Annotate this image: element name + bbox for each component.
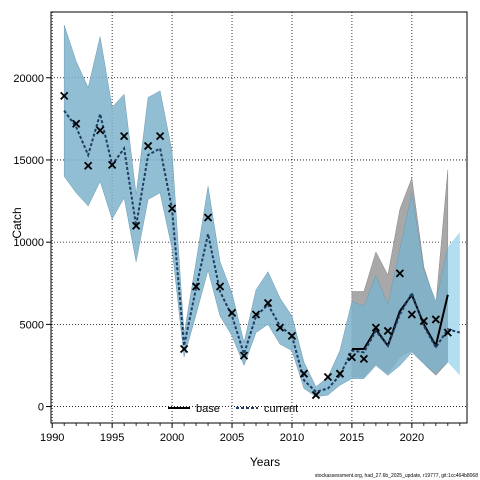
observed-point — [191, 282, 201, 291]
observed-point-stroke — [215, 282, 225, 291]
observed-point — [287, 331, 297, 341]
confidence-bands — [63, 25, 460, 397]
observed-point — [239, 351, 249, 360]
y-tick-label: 0 — [38, 402, 44, 414]
observed-point-stroke — [179, 344, 189, 354]
x-tick-label: 2015 — [340, 432, 364, 444]
observed-point — [443, 328, 452, 337]
footnote: stockassessment.org, had_27.6b_2025_upda… — [315, 473, 478, 479]
observed-point-stroke — [419, 316, 428, 326]
observed-point — [407, 310, 416, 319]
x-tick-label: 2010 — [280, 432, 304, 444]
observed-point — [275, 323, 285, 332]
series-lines — [63, 110, 461, 393]
observed-point-stroke — [84, 161, 93, 170]
observed-point-stroke — [60, 91, 69, 100]
observed-point-stroke — [155, 131, 165, 141]
y-tick-label: 15000 — [13, 155, 44, 167]
observed-point-stroke — [395, 269, 405, 278]
observed-point-stroke — [371, 323, 381, 332]
legend-current-label: current — [264, 403, 298, 415]
observed-point — [227, 308, 237, 317]
observed-point-stroke — [323, 372, 333, 382]
observed-point — [179, 344, 189, 354]
observed-point — [335, 369, 345, 378]
observed-point-stroke — [311, 390, 321, 400]
observed-point — [119, 131, 129, 141]
observed-point — [323, 372, 333, 382]
observed-point-stroke — [335, 369, 345, 378]
observed-point — [371, 323, 381, 332]
observed-point — [203, 213, 213, 222]
observed-point — [263, 298, 273, 308]
observed-point-stroke — [143, 141, 153, 151]
observed-point — [108, 160, 117, 170]
observed-point — [419, 316, 428, 326]
observed-point-stroke — [287, 331, 297, 341]
observed-point — [359, 354, 369, 364]
y-tick-label: 20000 — [13, 73, 44, 85]
forecast-confidence-band — [447, 232, 460, 376]
observed-point-stroke — [431, 315, 440, 324]
x-tick-label: 2000 — [160, 432, 184, 444]
observed-point-stroke — [239, 351, 249, 360]
legend-base-label: base — [196, 403, 220, 415]
observed-point-stroke — [119, 131, 129, 141]
observed-point-stroke — [72, 119, 81, 128]
x-tick-label: 1990 — [40, 432, 64, 444]
plot-frame — [50, 11, 468, 424]
observed-point — [215, 282, 225, 291]
observed-point — [311, 390, 321, 400]
observed-point — [84, 161, 93, 170]
base-series-line — [351, 292, 449, 351]
observed-point — [251, 310, 261, 319]
observed-point-stroke — [347, 353, 357, 362]
y-tick-label: 5000 — [20, 319, 44, 331]
observed-point-stroke — [299, 369, 309, 378]
observed-point-stroke — [407, 310, 416, 319]
observed-point-stroke — [191, 282, 201, 291]
x-tick-label: 2005 — [220, 432, 244, 444]
observed-point-stroke — [251, 310, 261, 319]
observed-point — [96, 126, 105, 135]
observed-point-stroke — [383, 326, 393, 336]
y-tick-label: 10000 — [13, 237, 44, 249]
observed-point-stroke — [96, 126, 105, 135]
observed-point — [72, 119, 81, 128]
observed-point — [167, 204, 177, 213]
current-series-line — [63, 110, 461, 393]
observed-point — [299, 369, 309, 378]
observed-point-stroke — [108, 160, 117, 170]
y-axis-title: Catch — [10, 207, 24, 238]
observed-point-stroke — [131, 221, 141, 230]
observed-points — [60, 91, 452, 400]
observed-point — [383, 326, 393, 336]
observed-point — [143, 141, 153, 151]
observed-point-stroke — [227, 308, 237, 317]
x-axis-title: Years — [250, 455, 280, 469]
x-tick-label: 1995 — [100, 432, 124, 444]
observed-point — [395, 269, 405, 278]
legend: base current — [168, 403, 298, 415]
observed-point — [347, 353, 357, 362]
x-axis: 1990 1995 2000 2005 2010 2015 2020 — [40, 423, 461, 444]
observed-point — [131, 221, 141, 230]
observed-point-stroke — [167, 204, 177, 213]
observed-point — [60, 91, 69, 100]
observed-point-stroke — [275, 323, 285, 332]
observed-point-stroke — [203, 213, 213, 222]
y-axis: 0 5000 10000 15000 20000 — [13, 73, 51, 414]
observed-point — [155, 131, 165, 141]
observed-point-stroke — [359, 354, 369, 364]
x-tick-label: 2020 — [400, 432, 424, 444]
observed-point — [431, 315, 440, 324]
observed-point-stroke — [443, 328, 452, 337]
observed-point-stroke — [263, 298, 273, 308]
